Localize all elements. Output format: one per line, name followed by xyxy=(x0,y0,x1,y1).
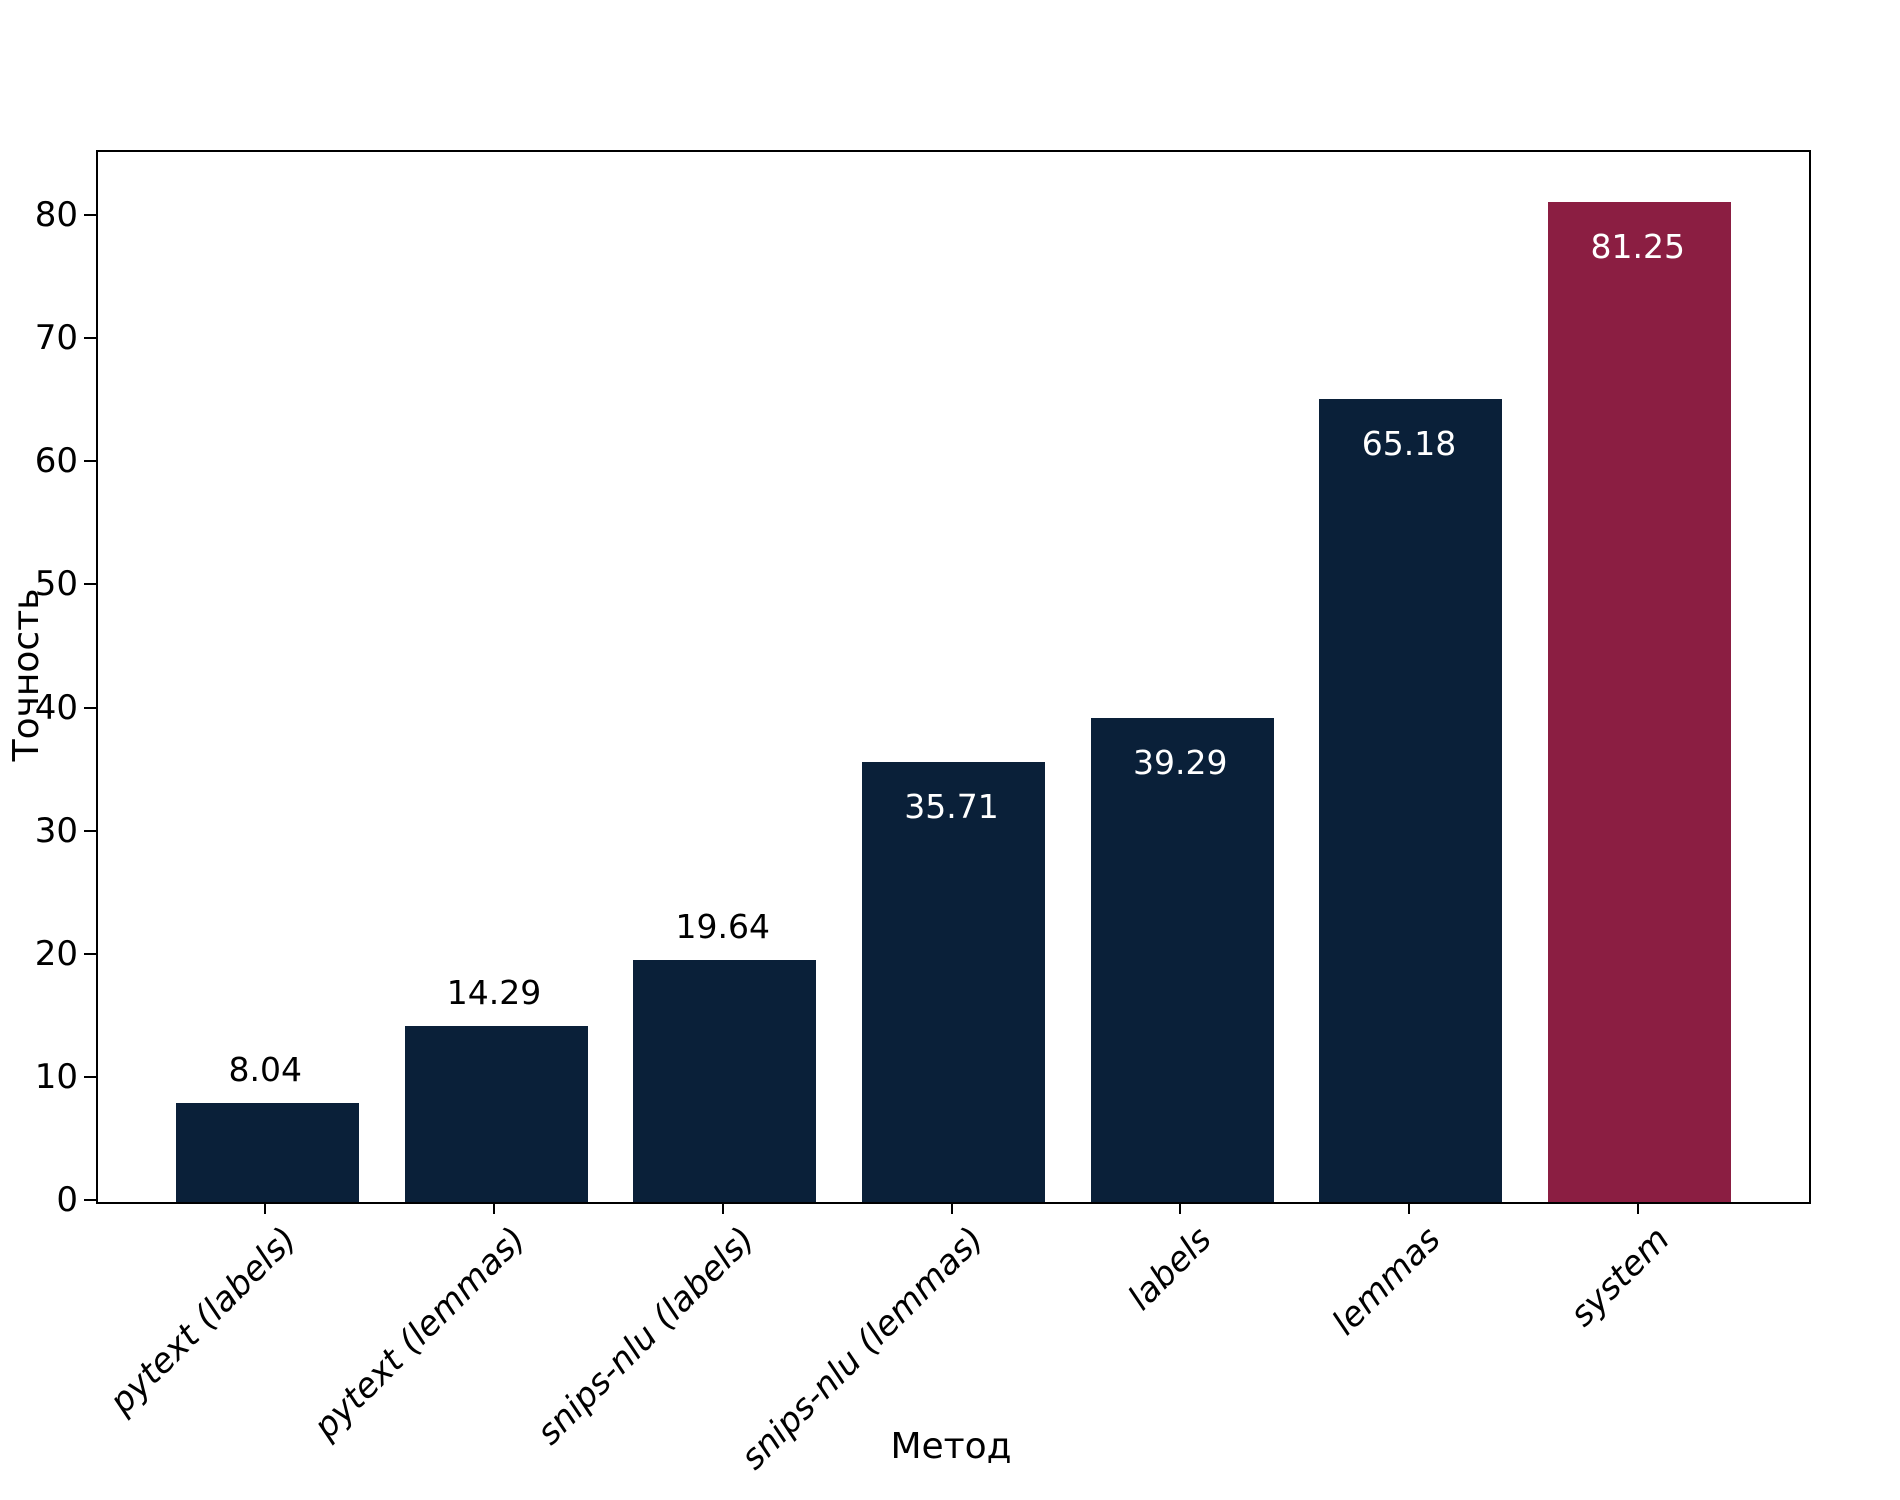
bar-system xyxy=(1548,201,1732,1202)
x-tick-mark xyxy=(493,1202,495,1214)
bar-lemmas xyxy=(1319,399,1503,1202)
y-tick-mark xyxy=(84,214,96,216)
y-tick-label: 50 xyxy=(34,564,78,605)
x-tick-label: labels xyxy=(1120,1219,1220,1319)
bar-pytext (labels) xyxy=(175,1103,359,1202)
bar-pytext (lemmas) xyxy=(404,1026,588,1202)
bar-value-label: 81.25 xyxy=(1590,226,1685,266)
bar-value-label: 19.64 xyxy=(675,907,770,947)
x-tick-label: snips-nlu (labels) xyxy=(528,1219,763,1453)
y-tick-mark xyxy=(84,829,96,832)
y-tick-mark xyxy=(84,1199,96,1201)
y-tick-mark xyxy=(84,460,96,463)
bar-snips-nlu (labels) xyxy=(633,960,817,1202)
bar-value-label: 35.71 xyxy=(904,787,999,827)
y-tick-mark xyxy=(84,1075,96,1078)
bar-value-label: 65.18 xyxy=(1361,424,1457,464)
y-axis-label: Точность xyxy=(6,588,47,762)
x-tick-label: pytext (lemmas) xyxy=(305,1219,534,1447)
y-tick-label: 0 xyxy=(56,1180,78,1220)
bar-snips-nlu (lemmas) xyxy=(862,762,1045,1202)
y-tick-mark xyxy=(84,952,96,955)
y-tick-label: 80 xyxy=(34,195,78,235)
y-tick-label: 60 xyxy=(34,441,78,482)
y-tick-label: 30 xyxy=(34,810,78,851)
y-tick-label: 70 xyxy=(34,318,78,359)
y-tick-label: 40 xyxy=(34,687,78,728)
y-tick-mark xyxy=(84,583,96,586)
bar-labels xyxy=(1090,718,1274,1202)
bar-value-label: 14.29 xyxy=(446,973,542,1013)
bar-value-label: 39.29 xyxy=(1132,743,1228,783)
bar-value-label: 8.04 xyxy=(228,1050,302,1089)
x-tick-mark xyxy=(1407,1202,1410,1214)
x-tick-mark xyxy=(1179,1202,1182,1214)
x-tick-mark xyxy=(1636,1202,1639,1214)
x-tick-label: lemmas xyxy=(1324,1219,1449,1344)
y-tick-label: 10 xyxy=(34,1056,78,1097)
x-tick-mark xyxy=(721,1202,724,1214)
x-tick-label: system xyxy=(1562,1219,1678,1335)
x-tick-mark xyxy=(950,1202,953,1214)
x-tick-mark xyxy=(264,1202,267,1214)
x-axis-label: Метод xyxy=(890,1426,1012,1467)
y-tick-mark xyxy=(84,706,96,709)
x-tick-label: pytext (labels) xyxy=(102,1219,305,1423)
y-tick-label: 20 xyxy=(34,933,78,974)
plot-area xyxy=(96,150,1811,1204)
y-tick-mark xyxy=(84,337,96,340)
